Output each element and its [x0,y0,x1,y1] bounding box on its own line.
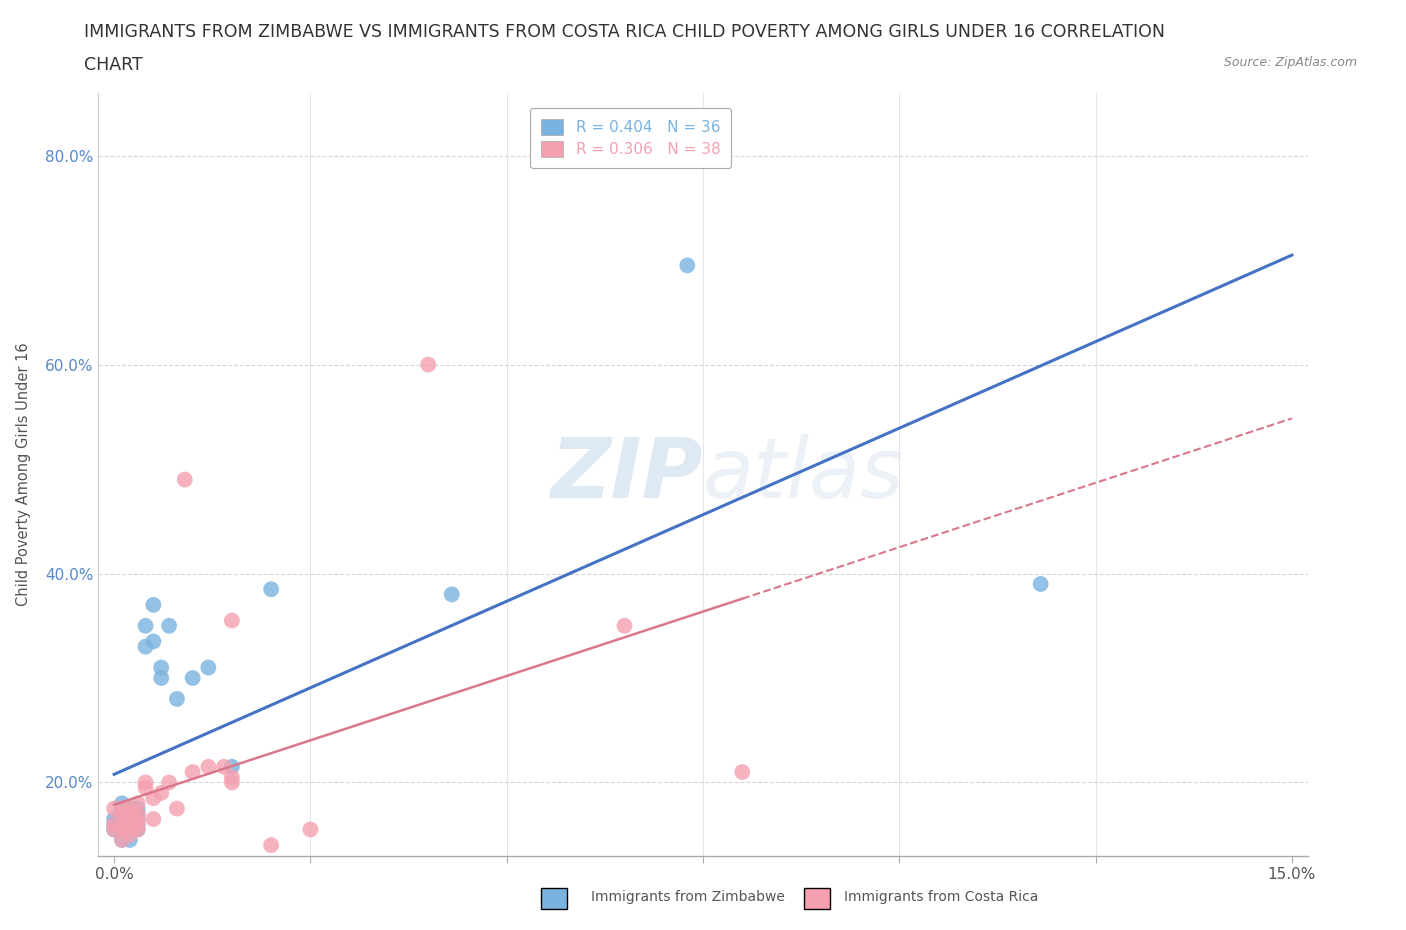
Point [127,801,149,816]
Point [103,817,125,831]
Point [111,812,134,827]
Point [150,786,173,801]
Point [181,764,204,779]
Point [111,832,134,847]
Point [118,812,141,827]
Point [127,822,149,837]
Point [111,817,134,831]
Point [118,801,141,816]
Point [111,832,134,847]
Point [111,801,134,816]
Point [440,587,463,602]
Point [127,817,149,831]
Point [142,597,165,612]
Point [221,760,243,775]
Point [111,817,134,831]
Point [221,613,243,628]
Point [142,790,165,805]
Point [118,817,141,831]
Point [118,806,141,821]
Point [135,639,157,654]
Point [260,582,283,597]
Point [118,817,141,831]
Point [118,812,141,827]
Point [127,796,149,811]
Text: Source: ZipAtlas.com: Source: ZipAtlas.com [1223,56,1357,69]
Point [118,822,141,837]
Point [157,775,180,790]
Point [127,817,149,831]
Point [150,671,173,685]
Point [731,764,754,779]
Point [118,822,141,837]
Y-axis label: Child Poverty Among Girls Under 16: Child Poverty Among Girls Under 16 [17,342,31,606]
Point [613,618,636,633]
Point [127,812,149,827]
Point [111,796,134,811]
Point [135,775,157,790]
Text: CHART: CHART [84,56,143,73]
Point [166,692,188,707]
Point [157,618,180,633]
Point [111,801,134,816]
Point [197,760,219,775]
Point [135,780,157,795]
Text: atlas: atlas [703,433,904,515]
Point [103,817,125,831]
Point [118,832,141,847]
Point [418,357,440,372]
Text: Immigrants from Zimbabwe: Immigrants from Zimbabwe [591,890,785,904]
Point [111,806,134,821]
Point [212,760,235,775]
Point [118,801,141,816]
Point [142,812,165,827]
Point [103,801,125,816]
Point [111,822,134,837]
Point [111,822,134,837]
Point [197,660,219,675]
Point [103,812,125,827]
Point [166,801,188,816]
Point [103,822,125,837]
Point [127,806,149,821]
Point [103,822,125,837]
Point [676,258,699,272]
Text: ZIP: ZIP [550,433,703,515]
Point [150,660,173,675]
Point [118,806,141,821]
Point [135,618,157,633]
Point [181,671,204,685]
Point [221,775,243,790]
Point [299,822,322,837]
Point [173,472,195,487]
Legend: R = 0.404   N = 36, R = 0.306   N = 38: R = 0.404 N = 36, R = 0.306 N = 38 [530,108,731,167]
Text: Immigrants from Costa Rica: Immigrants from Costa Rica [844,890,1038,904]
Point [260,838,283,853]
Point [118,828,141,843]
Text: IMMIGRANTS FROM ZIMBABWE VS IMMIGRANTS FROM COSTA RICA CHILD POVERTY AMONG GIRLS: IMMIGRANTS FROM ZIMBABWE VS IMMIGRANTS F… [84,23,1166,41]
Point [118,822,141,837]
Point [127,806,149,821]
Point [127,822,149,837]
Point [1029,577,1052,591]
Point [127,812,149,827]
Point [142,634,165,649]
Point [221,770,243,785]
